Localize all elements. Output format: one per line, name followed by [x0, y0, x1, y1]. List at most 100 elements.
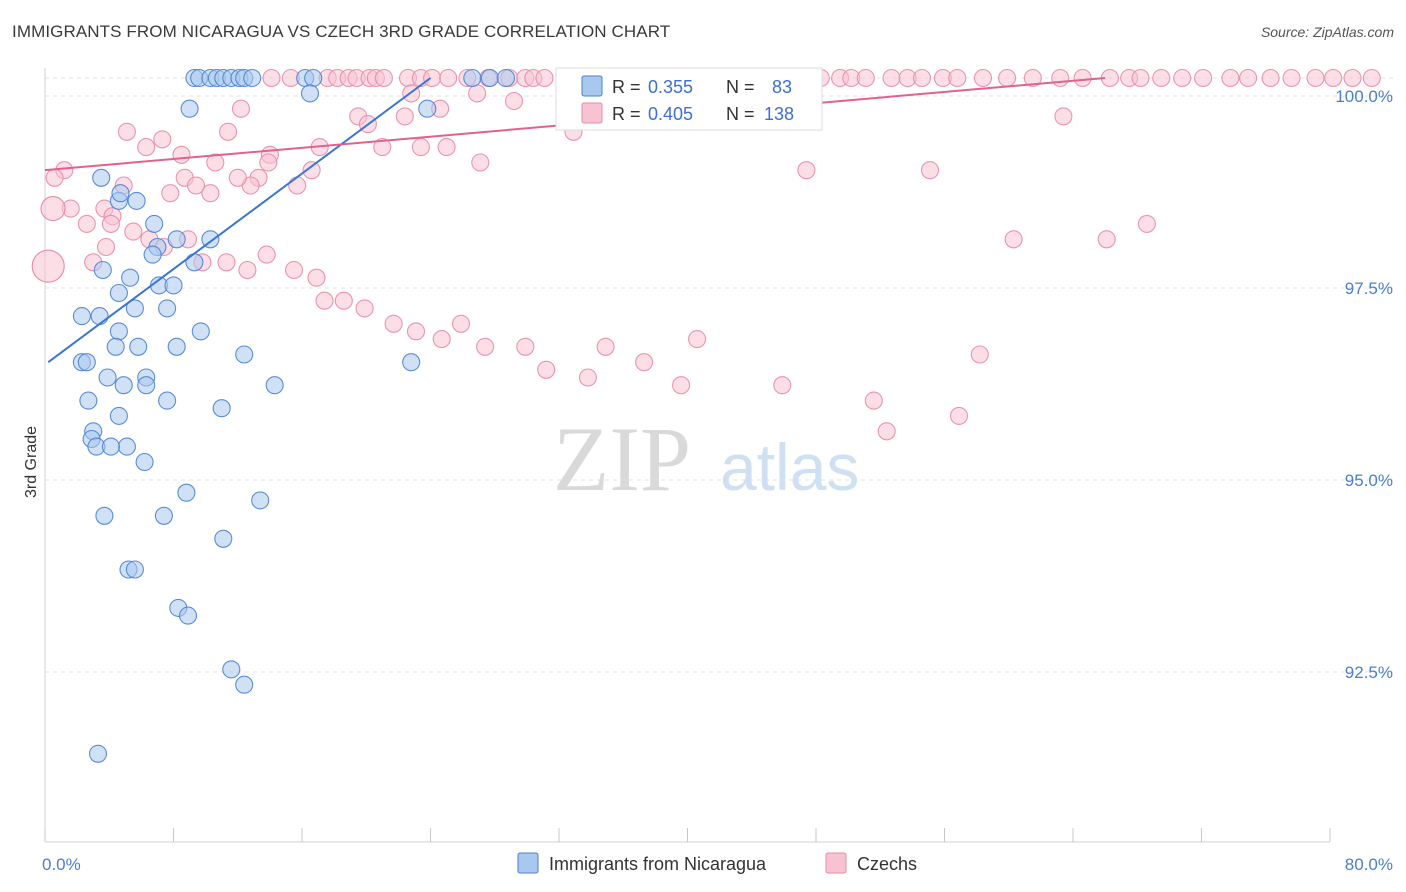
data-point: [418, 99, 437, 118]
series-label-nicaragua: Immigrants from Nicaragua: [549, 854, 767, 874]
data-point: [284, 260, 304, 280]
data-point: [1343, 68, 1362, 88]
data-point: [153, 130, 172, 149]
trend-line-nicaragua: [47, 77, 432, 363]
data-point: [154, 506, 173, 525]
data-point: [432, 330, 451, 349]
data-point: [129, 337, 148, 356]
series-legend: Immigrants from Nicaragua Czechs: [517, 852, 917, 874]
data-point: [125, 299, 144, 318]
data-point: [79, 391, 98, 410]
data-point: [537, 360, 556, 379]
data-point: [111, 184, 130, 203]
legend-swatch-czechs: [581, 102, 603, 124]
series-label-czechs: Czechs: [857, 854, 917, 874]
data-point: [439, 68, 458, 88]
data-point: [1194, 68, 1213, 88]
data-point: [480, 68, 499, 88]
data-point: [1173, 68, 1192, 88]
chart-source: Source: ZipAtlas.com: [1260, 24, 1394, 40]
data-point: [374, 68, 393, 88]
data-point: [127, 191, 146, 210]
data-point: [496, 68, 516, 88]
data-point: [355, 299, 374, 318]
data-point: [228, 168, 247, 187]
data-point: [121, 268, 140, 287]
y-tick-label: 95.0%: [1345, 471, 1393, 490]
data-point: [797, 161, 816, 180]
data-point: [334, 291, 353, 310]
watermark-zip: ZIP: [553, 408, 691, 510]
data-point: [504, 91, 524, 111]
correlation-legend: R = 0.355 N = 83 R = 0.405 N = 138: [555, 67, 823, 131]
data-point: [117, 437, 136, 456]
data-point: [158, 299, 177, 318]
data-point: [423, 68, 442, 88]
legend-swatch-nicaragua: [581, 75, 603, 97]
data-point: [773, 376, 792, 395]
data-point: [476, 337, 495, 356]
data-point: [92, 168, 111, 187]
data-point: [672, 376, 691, 395]
x-tick-label-max: 80.0%: [1345, 855, 1393, 874]
data-point: [970, 345, 989, 364]
data-point: [463, 68, 482, 88]
data-point: [395, 107, 414, 126]
data-point: [214, 529, 233, 548]
data-point: [172, 145, 191, 164]
data-point: [265, 376, 284, 395]
data-point: [109, 283, 128, 303]
x-tick-label-min: 0.0%: [42, 855, 81, 874]
data-point: [300, 84, 320, 103]
data-point: [235, 345, 254, 364]
data-point: [315, 291, 334, 310]
watermark: ZIP atlas: [553, 408, 859, 510]
data-point: [1054, 107, 1073, 126]
data-point: [219, 122, 238, 141]
data-point: [135, 452, 154, 472]
data-point: [1097, 230, 1116, 249]
data-point: [516, 337, 535, 356]
y-tick-labels: 92.5% 95.0% 97.5% 100.0%: [1335, 87, 1393, 682]
data-point: [101, 437, 120, 456]
data-point: [180, 99, 199, 118]
legend-r-value-2: 0.405: [648, 104, 693, 124]
data-point: [1324, 68, 1343, 88]
data-point: [235, 675, 254, 694]
data-point: [117, 122, 136, 141]
data-point: [251, 491, 270, 510]
data-point: [114, 376, 133, 395]
data-point: [177, 483, 196, 502]
data-point: [578, 368, 597, 387]
data-point: [40, 196, 66, 222]
data-point: [1239, 68, 1258, 88]
data-point: [402, 353, 421, 372]
data-point: [45, 168, 64, 187]
data-point: [1261, 68, 1280, 88]
data-point: [72, 307, 91, 326]
data-point: [109, 406, 128, 425]
data-point: [1131, 68, 1150, 88]
data-point: [1282, 68, 1301, 88]
data-point: [164, 276, 183, 295]
y-tick-label: 97.5%: [1345, 279, 1393, 298]
data-point: [201, 184, 220, 203]
data-point: [101, 214, 120, 233]
data-point: [158, 391, 177, 410]
data-point: [973, 68, 993, 88]
watermark-atlas: atlas: [720, 430, 859, 504]
data-point: [451, 314, 471, 333]
data-point: [167, 337, 186, 356]
data-point: [596, 337, 615, 356]
data-point: [137, 376, 156, 395]
data-point: [238, 260, 257, 280]
data-point: [437, 138, 456, 157]
data-point: [468, 84, 487, 103]
data-point: [125, 560, 144, 579]
data-point: [1306, 68, 1325, 88]
data-point: [877, 422, 896, 441]
data-point: [307, 268, 326, 287]
data-point: [882, 68, 901, 88]
data-point: [90, 307, 109, 326]
